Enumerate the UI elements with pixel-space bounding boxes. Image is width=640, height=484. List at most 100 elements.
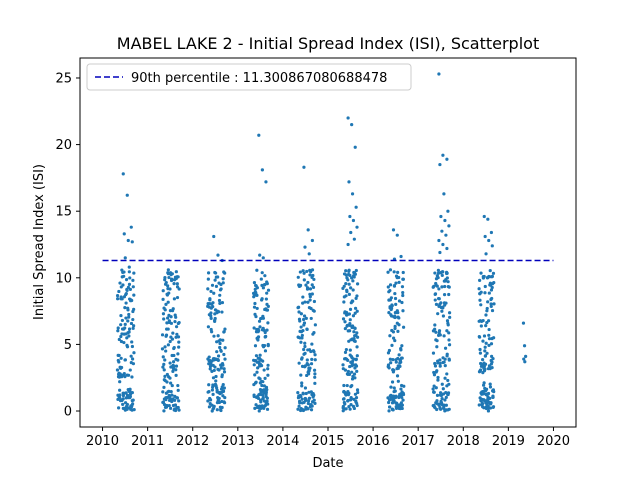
data-point: [172, 345, 176, 350]
data-point: [395, 374, 400, 378]
data-point: [350, 123, 354, 127]
data-point: [442, 360, 446, 364]
data-point: [125, 402, 129, 407]
data-point: [172, 353, 176, 358]
data-point: [355, 403, 359, 408]
data-point: [490, 244, 494, 248]
data-point: [400, 285, 405, 289]
data-point: [206, 287, 210, 291]
data-point: [301, 295, 305, 299]
data-point: [491, 405, 496, 409]
data-point: [483, 284, 487, 289]
data-point: [262, 368, 266, 372]
data-point: [221, 338, 225, 342]
data-point: [437, 72, 441, 76]
data-point: [391, 408, 395, 412]
data-point: [216, 253, 220, 257]
data-point: [401, 290, 405, 295]
data-point: [298, 283, 303, 287]
data-point: [442, 293, 447, 297]
data-point: [310, 283, 314, 287]
data-point: [299, 325, 303, 329]
data-point: [312, 368, 317, 372]
data-point: [388, 283, 393, 287]
data-point: [447, 338, 451, 342]
data-point: [304, 316, 308, 320]
data-point: [387, 310, 391, 315]
data-point: [346, 278, 350, 282]
data-point: [218, 293, 222, 297]
data-point: [212, 368, 216, 373]
data-point: [483, 234, 487, 239]
data-point: [446, 323, 450, 327]
data-point: [132, 271, 136, 275]
data-point: [168, 361, 172, 365]
data-point: [489, 288, 494, 292]
data-point: [120, 318, 125, 323]
data-point: [175, 332, 179, 336]
data-point: [483, 354, 488, 358]
data-point: [350, 370, 354, 374]
data-point: [259, 400, 263, 404]
x-tick-label: 2016: [357, 434, 390, 449]
data-point: [347, 391, 351, 395]
data-point: [486, 409, 491, 413]
data-point: [213, 270, 217, 275]
data-point: [215, 350, 219, 354]
data-point: [254, 380, 258, 384]
data-point: [258, 325, 262, 329]
plot-frame: [79, 57, 577, 428]
data-point: [217, 298, 222, 303]
data-point: [347, 282, 351, 286]
data-point: [261, 256, 265, 260]
data-point: [486, 300, 490, 304]
data-point: [123, 322, 127, 327]
data-point: [174, 335, 178, 339]
data-point: [353, 326, 357, 330]
x-tick-label: 2013: [221, 434, 254, 449]
data-point: [345, 289, 349, 294]
data-point: [302, 165, 306, 169]
data-point: [298, 319, 302, 323]
data-point: [255, 370, 259, 374]
data-point: [352, 237, 356, 241]
data-point: [301, 269, 305, 273]
data-point: [168, 396, 172, 400]
data-point: [312, 398, 316, 402]
data-point: [257, 409, 261, 413]
data-point: [443, 398, 447, 402]
data-point: [219, 366, 223, 370]
data-point: [309, 362, 314, 366]
data-point: [401, 277, 405, 281]
data-point: [447, 285, 451, 289]
data-point: [210, 388, 215, 392]
data-point: [211, 392, 215, 396]
data-point: [117, 360, 121, 364]
data-point: [481, 392, 485, 396]
data-point: [440, 285, 444, 289]
data-point: [389, 385, 393, 389]
data-point: [174, 373, 178, 378]
data-point: [116, 297, 120, 301]
data-point: [355, 331, 359, 335]
data-point: [258, 377, 262, 381]
data-point: [393, 324, 397, 328]
data-point: [390, 343, 394, 347]
data-point: [222, 386, 226, 390]
data-point: [445, 276, 449, 280]
data-point: [344, 294, 348, 298]
data-point: [346, 358, 350, 363]
data-point: [165, 395, 169, 400]
data-point: [398, 364, 402, 368]
data-point: [481, 339, 485, 343]
data-point: [354, 357, 358, 361]
data-point: [298, 270, 302, 274]
data-point: [442, 403, 446, 407]
data-point: [350, 276, 354, 280]
data-point: [441, 242, 445, 247]
data-point: [342, 284, 346, 288]
data-point: [393, 338, 397, 343]
data-point: [356, 390, 360, 395]
